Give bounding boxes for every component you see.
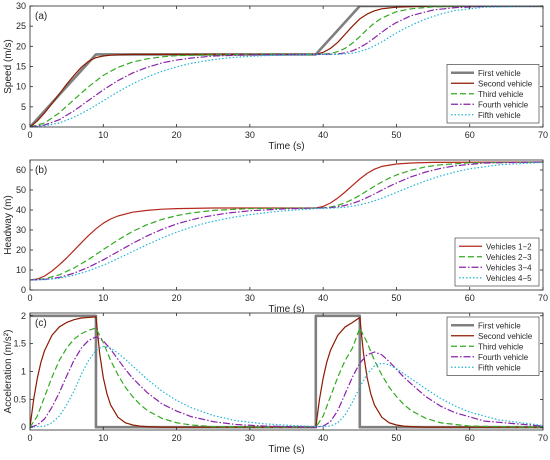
- y-tick-label: 0: [21, 285, 26, 295]
- x-tick-label: 50: [391, 293, 401, 303]
- x-tick-label: 10: [98, 293, 108, 303]
- y-tick-label: 1.5: [13, 339, 26, 349]
- y-axis-label: Acceleration (m/s²): [3, 330, 14, 414]
- chart-panel-3: 0 10 20 30 40 50 60 70 0 0.5 1 1.5 2 (c) Time (s) Accel…: [3, 311, 548, 455]
- legend-label: Fourth vehicle: [478, 353, 529, 362]
- x-tick-label: 10: [98, 433, 108, 443]
- series-line-4: [30, 336, 543, 428]
- x-tick-label: 40: [318, 293, 328, 303]
- y-tick-label: 30: [16, 1, 26, 11]
- x-tick-label: 40: [318, 433, 328, 443]
- x-tick-label: 30: [245, 433, 255, 443]
- axes-frame: [29, 159, 544, 291]
- series-line-4: [30, 161, 543, 281]
- legend-label: Vehicles 3−4: [486, 263, 532, 272]
- chart-panel-2: 0 10 20 30 40 50 60 70 0 10 20 30 40 50 60 (b) Time (s) H…: [3, 159, 548, 315]
- y-tick-label: 10: [16, 265, 26, 275]
- x-tick-label: 50: [391, 130, 401, 140]
- legend-label: Fifth vehicle: [478, 363, 521, 372]
- y-tick-label: 50: [16, 185, 26, 195]
- series-line-2: [30, 316, 543, 428]
- y-tick-label: 20: [16, 41, 26, 51]
- x-tick-label: 20: [172, 433, 182, 443]
- legend-label: First vehicle: [478, 321, 521, 330]
- y-tick-label: 0: [21, 422, 26, 432]
- y-tick-label: 15: [16, 62, 26, 72]
- legend-label: Third vehicle: [478, 90, 524, 99]
- x-tick-label: 70: [538, 433, 548, 443]
- x-tick-label: 20: [172, 293, 182, 303]
- x-tick-label: 50: [391, 433, 401, 443]
- series-line-1: [30, 161, 543, 281]
- y-tick-label: 0.5: [13, 394, 26, 404]
- series-line-2: [30, 6, 543, 127]
- legend-label: First vehicle: [478, 69, 521, 78]
- x-tick-label: 60: [465, 293, 475, 303]
- x-axis-label: Time (s): [268, 444, 304, 455]
- y-tick-label: 60: [16, 165, 26, 175]
- x-tick-label: 0: [27, 293, 32, 303]
- x-tick-label: 30: [245, 130, 255, 140]
- series-line-3: [30, 327, 543, 428]
- x-tick-label: 20: [172, 130, 182, 140]
- x-axis-label: Time (s): [268, 141, 304, 152]
- series-line-1: [30, 314, 543, 429]
- y-tick-label: 10: [16, 82, 26, 92]
- series-line-4: [30, 6, 543, 127]
- legend-label: Second vehicle: [478, 332, 533, 341]
- y-axis-label: Headway (m): [3, 195, 14, 254]
- x-tick-label: 0: [27, 433, 32, 443]
- y-tick-label: 5: [21, 102, 26, 112]
- panel-label: (b): [35, 165, 47, 176]
- y-tick-label: 0: [21, 122, 26, 132]
- panel-label: (c): [35, 318, 47, 329]
- panel-label: (a): [35, 11, 47, 22]
- y-axis-label: Speed (m/s): [3, 39, 14, 93]
- legend-label: Second vehicle: [478, 79, 533, 88]
- legend-label: Third vehicle: [478, 342, 524, 351]
- y-tick-label: 25: [16, 21, 26, 31]
- x-tick-label: 70: [538, 130, 548, 140]
- y-tick-label: 20: [16, 245, 26, 255]
- legend-label: Fourth vehicle: [478, 100, 529, 109]
- x-tick-label: 0: [27, 130, 32, 140]
- x-tick-label: 10: [98, 130, 108, 140]
- y-tick-label: 2: [21, 311, 26, 321]
- x-tick-label: 30: [245, 293, 255, 303]
- chart-panel-1: 0 10 20 30 40 50 60 70 0 5 10 15 20 25 30 (a) Time (s) Sp…: [3, 1, 548, 152]
- x-tick-label: 60: [465, 433, 475, 443]
- x-tick-label: 40: [318, 130, 328, 140]
- y-tick-label: 30: [16, 225, 26, 235]
- y-tick-label: 40: [16, 205, 26, 215]
- x-tick-label: 60: [465, 130, 475, 140]
- y-tick-label: 1: [21, 367, 26, 377]
- legend-label: Vehicles 1−2: [486, 242, 532, 251]
- legend-label: Vehicles 4−5: [486, 274, 532, 283]
- legend-label: Vehicles 2−3: [486, 253, 532, 262]
- legend-label: Fifth vehicle: [478, 111, 521, 120]
- x-axis-label: Time (s): [268, 304, 304, 315]
- x-tick-label: 70: [538, 293, 548, 303]
